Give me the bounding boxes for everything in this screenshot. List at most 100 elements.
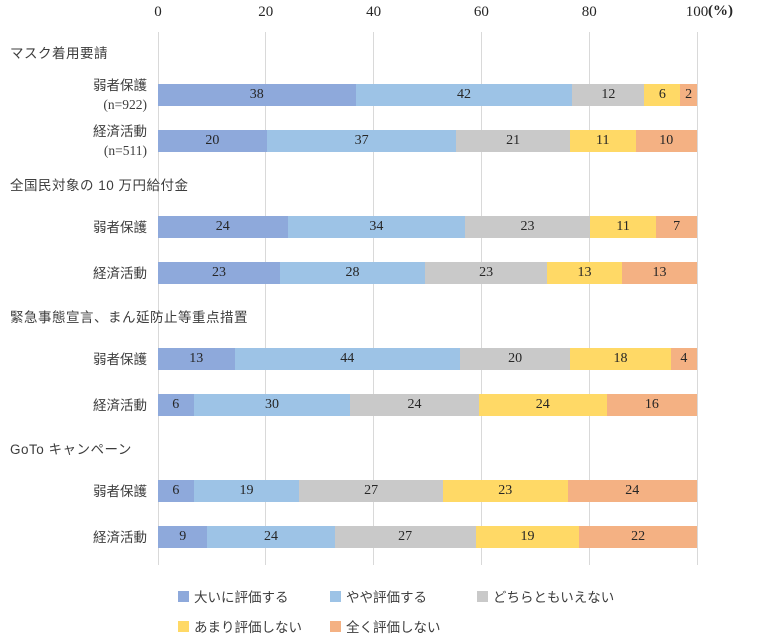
bar-row: 弱者保護 13 44 20 18 4 bbox=[0, 336, 763, 382]
bar-segment-どちらともいえない: 23 bbox=[465, 216, 590, 238]
group-header: マスク着用要請 bbox=[0, 32, 763, 72]
bar-segment-大いに評価する: 6 bbox=[158, 394, 194, 416]
row-label-text: 弱者保護 bbox=[93, 78, 147, 93]
bar-segment-やや評価する: 34 bbox=[287, 216, 466, 238]
row-label-text: 経済活動 bbox=[93, 124, 147, 139]
legend-swatch bbox=[178, 620, 189, 632]
legend-label: 大いに評価する bbox=[194, 590, 289, 605]
legend-swatch bbox=[178, 590, 189, 602]
bar-track: 9 24 27 19 22 bbox=[158, 526, 698, 548]
bar-segment-大いに評価する: 6 bbox=[158, 480, 194, 502]
legend-label: あまり評価しない bbox=[194, 620, 302, 635]
bar-value: 30 bbox=[264, 397, 279, 412]
bar-segment-あまり評価しない: 11 bbox=[589, 216, 657, 238]
bar-value: 23 bbox=[520, 219, 535, 234]
row-label: 弱者保護 (n=922) bbox=[0, 76, 158, 114]
bar-segment-どちらともいえない: 20 bbox=[460, 348, 571, 370]
bar-segment-全く評価しない: 24 bbox=[567, 480, 697, 502]
bar-segment-全く評価しない: 10 bbox=[635, 130, 697, 152]
bar-value: 27 bbox=[364, 483, 379, 498]
bar-value: 12 bbox=[601, 87, 616, 102]
bar-value: 6 bbox=[172, 483, 180, 498]
row-sample-size: (n=511) bbox=[103, 143, 147, 158]
legend-swatch bbox=[477, 590, 488, 602]
row-label-text: 経済活動 bbox=[93, 397, 147, 413]
bar-value: 19 bbox=[520, 529, 535, 544]
bar-row: 弱者保護 (n=922) 38 42 12 6 2 bbox=[0, 72, 763, 118]
bar-segment-あまり評価しない: 11 bbox=[569, 130, 636, 152]
bar-value: 27 bbox=[398, 529, 413, 544]
row-label: 経済活動 bbox=[0, 264, 158, 283]
bar-segment-大いに評価する: 38 bbox=[158, 84, 356, 106]
bar-value: 19 bbox=[239, 483, 254, 498]
bar-value: 38 bbox=[249, 87, 264, 102]
x-axis-tick: 60 bbox=[473, 4, 489, 20]
row-label-text: 弱者保護 bbox=[93, 219, 147, 235]
legend-swatch bbox=[330, 620, 341, 632]
bar-row: 経済活動 23 28 23 13 13 bbox=[0, 250, 763, 296]
bar-value: 44 bbox=[340, 351, 355, 366]
bar-value: 23 bbox=[498, 483, 513, 498]
bar-value: 24 bbox=[263, 529, 278, 544]
bar-segment-やや評価する: 19 bbox=[193, 480, 300, 502]
bar-value: 4 bbox=[680, 351, 688, 366]
group-label: GoTo キャンペーン bbox=[10, 442, 132, 457]
group-header: 緊急事態宣言、まん延防止等重点措置 bbox=[0, 296, 763, 336]
bar-value: 6 bbox=[172, 397, 180, 412]
bar-value: 13 bbox=[577, 265, 592, 280]
bar-row: 弱者保護 24 34 23 11 7 bbox=[0, 204, 763, 250]
bar-segment-あまり評価しない: 13 bbox=[547, 262, 623, 284]
bar-segment-どちらともいえない: 24 bbox=[350, 394, 479, 416]
row-label-text: 経済活動 bbox=[93, 529, 147, 545]
bar-value: 13 bbox=[652, 265, 667, 280]
bar-value: 2 bbox=[685, 87, 693, 102]
gridline bbox=[480, 32, 482, 565]
bar-segment-大いに評価する: 13 bbox=[158, 348, 235, 370]
bar-value: 28 bbox=[345, 265, 360, 280]
bar-value: 24 bbox=[215, 219, 230, 234]
bar-value: 24 bbox=[625, 483, 640, 498]
bar-value: 11 bbox=[596, 133, 610, 148]
bar-segment-あまり評価しない: 18 bbox=[570, 348, 671, 370]
legend-label: やや評価する bbox=[346, 590, 427, 605]
bar-segment-全く評価しない: 22 bbox=[579, 526, 698, 548]
legend-item: 全く評価しない bbox=[330, 616, 477, 636]
bar-value: 24 bbox=[407, 397, 422, 412]
group-label: 全国民対象の 10 万円給付金 bbox=[10, 178, 189, 193]
bar-value: 21 bbox=[506, 133, 521, 148]
gridline bbox=[696, 32, 698, 565]
x-axis-unit-label: (%) bbox=[708, 3, 733, 19]
bar-value: 7 bbox=[673, 219, 681, 234]
legend-item: あまり評価しない bbox=[178, 616, 330, 636]
bar-segment-全く評価しない: 16 bbox=[606, 394, 697, 416]
bar-segment-大いに評価する: 20 bbox=[158, 130, 267, 152]
bar-segment-大いに評価する: 9 bbox=[158, 526, 208, 548]
gridline bbox=[588, 32, 590, 565]
bar-track: 23 28 23 13 13 bbox=[158, 262, 697, 284]
gridlines-layer bbox=[0, 32, 763, 565]
bar-segment-全く評価しない: 7 bbox=[656, 216, 697, 238]
bar-value: 23 bbox=[479, 265, 494, 280]
row-label: 経済活動 bbox=[0, 528, 158, 547]
bar-segment-どちらともいえない: 12 bbox=[572, 84, 645, 106]
x-axis-tick: 80 bbox=[581, 4, 597, 20]
row-label: 弱者保護 bbox=[0, 350, 158, 369]
bar-value: 22 bbox=[631, 529, 646, 544]
bar-value: 13 bbox=[189, 351, 204, 366]
bar-segment-大いに評価する: 23 bbox=[158, 262, 280, 284]
bar-value: 34 bbox=[369, 219, 384, 234]
bar-segment-やや評価する: 28 bbox=[279, 262, 426, 284]
gridline bbox=[373, 32, 375, 565]
bar-value: 18 bbox=[613, 351, 628, 366]
legend-label: 全く評価しない bbox=[346, 620, 441, 635]
bar-segment-やや評価する: 37 bbox=[266, 130, 457, 152]
x-axis-tick: 20 bbox=[258, 4, 274, 20]
bar-segment-どちらともいえない: 21 bbox=[456, 130, 570, 152]
bar-segment-あまり評価しない: 23 bbox=[443, 480, 568, 502]
gridline bbox=[265, 32, 267, 565]
row-label: 経済活動 (n=511) bbox=[0, 122, 158, 160]
bar-row: 弱者保護 6 19 27 23 24 bbox=[0, 468, 763, 514]
bar-track: 20 37 21 11 10 bbox=[158, 130, 697, 152]
group-header: 全国民対象の 10 万円給付金 bbox=[0, 164, 763, 204]
bar-segment-やや評価する: 44 bbox=[234, 348, 461, 370]
